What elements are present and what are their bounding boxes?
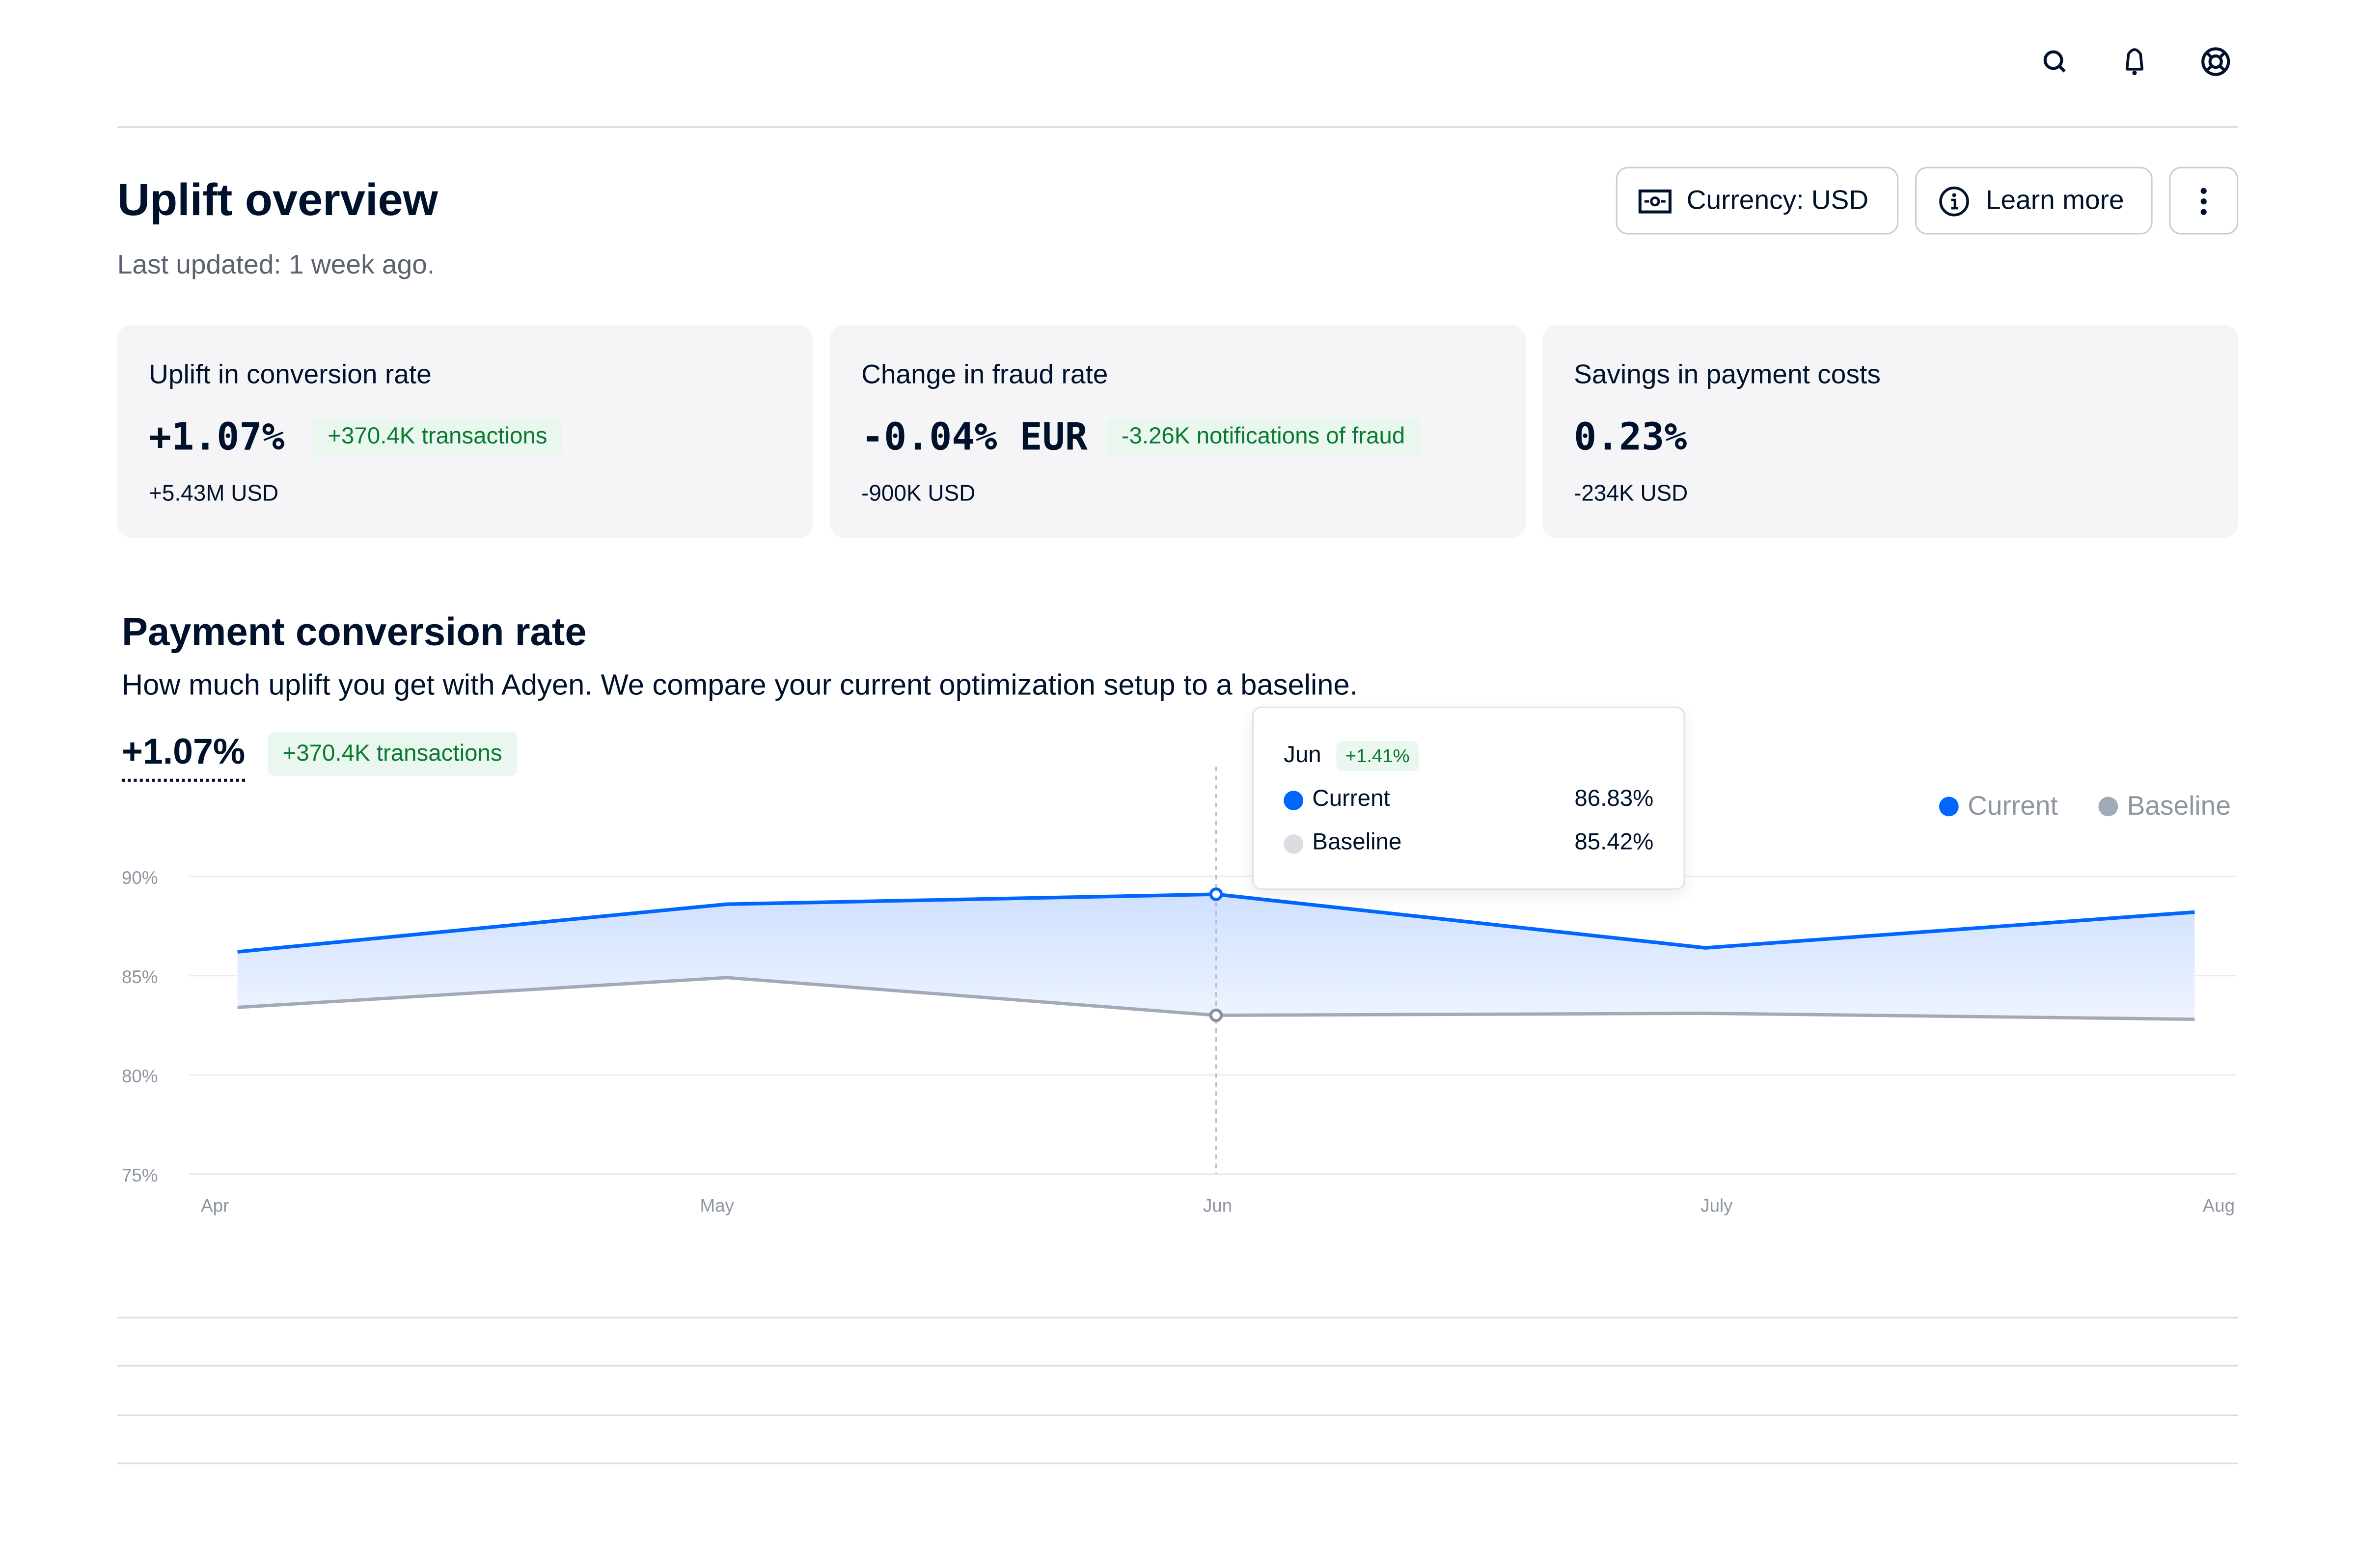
legend-label: Current — [1968, 791, 2058, 821]
kpi-value[interactable]: +1.07% — [121, 732, 246, 782]
card-payment-savings: Savings in payment costs 0.23% -234K USD — [1542, 325, 2239, 538]
x-tick-label: Aug — [2202, 1195, 2235, 1216]
chart-tooltip: Jun +1.41% Current 86.83% Baseline 85.42% — [1252, 706, 1685, 890]
x-tick-label: Jun — [1203, 1195, 1233, 1216]
card-title: Uplift in conversion rate — [149, 359, 432, 389]
info-icon — [1939, 186, 1969, 216]
learn-more-button[interactable]: Learn more — [1915, 166, 2153, 235]
legend-label: Baseline — [2127, 791, 2231, 821]
more-vertical-icon — [2200, 187, 2207, 215]
search-icon[interactable] — [2038, 45, 2071, 78]
card-value: 0.23% — [1574, 414, 1687, 459]
tooltip-label: Baseline — [1312, 829, 1402, 855]
x-tick-label: Apr — [201, 1195, 229, 1216]
card-fraud-rate: Change in fraud rate -0.04% EUR -3.26K n… — [829, 325, 1526, 538]
table-row-divider — [117, 1414, 2239, 1416]
x-tick-label: July — [1700, 1195, 1733, 1216]
card-title: Change in fraud rate — [861, 359, 1108, 389]
header-divider — [117, 126, 2239, 128]
card-value: +1.07% — [149, 414, 285, 459]
table-row-divider — [117, 1317, 2239, 1319]
card-title: Savings in payment costs — [1574, 359, 1881, 389]
legend-dot-current — [1939, 797, 1959, 817]
more-options-button[interactable] — [2169, 166, 2239, 235]
tooltip-value: 85.42% — [1574, 829, 1654, 855]
point-baseline[interactable] — [1209, 1008, 1223, 1022]
y-tick-label: 75% — [121, 1165, 158, 1186]
tooltip-dot-current — [1284, 790, 1304, 810]
section-description: How much uplift you get with Adyen. We c… — [121, 669, 1358, 702]
card-subvalue: +5.43M USD — [149, 481, 279, 507]
table-row-divider — [117, 1462, 2239, 1464]
card-value: -0.04% EUR — [861, 414, 1088, 459]
legend-baseline[interactable]: Baseline — [2098, 791, 2231, 822]
legend-dot-baseline — [2098, 797, 2118, 817]
x-tick-label: May — [700, 1195, 734, 1216]
help-lifebuoy-icon[interactable] — [2199, 45, 2232, 78]
y-tick-label: 90% — [121, 867, 158, 889]
tooltip-dot-baseline — [1284, 833, 1304, 853]
last-updated: Last updated: 1 week ago. — [117, 249, 435, 280]
card-conversion-uplift: Uplift in conversion rate +1.07% +370.4K… — [117, 325, 814, 538]
card-subvalue: -900K USD — [861, 481, 976, 507]
page-title: Uplift overview — [117, 176, 439, 226]
table-row-divider — [117, 1365, 2239, 1367]
tooltip-month: Jun — [1284, 743, 1321, 769]
section-title: Payment conversion rate — [121, 608, 587, 654]
tooltip-value: 86.83% — [1574, 786, 1654, 812]
card-subvalue: -234K USD — [1574, 481, 1688, 507]
tooltip-delta: +1.41% — [1336, 741, 1419, 771]
y-tick-label: 85% — [121, 966, 158, 988]
point-current[interactable] — [1209, 887, 1223, 901]
tooltip-label: Current — [1312, 786, 1390, 812]
y-tick-label: 80% — [121, 1066, 158, 1087]
card-badge: -3.26K notifications of fraud — [1106, 418, 1420, 457]
legend-current[interactable]: Current — [1939, 791, 2058, 822]
kpi-badge: +370.4K transactions — [267, 732, 518, 776]
currency-label: Currency: USD — [1686, 185, 1869, 215]
learn-more-label: Learn more — [1985, 185, 2124, 215]
card-badge: +370.4K transactions — [312, 418, 563, 457]
currency-button[interactable]: Currency: USD — [1616, 166, 1899, 235]
banknote-icon — [1638, 189, 1672, 213]
bell-icon[interactable] — [2118, 45, 2151, 78]
